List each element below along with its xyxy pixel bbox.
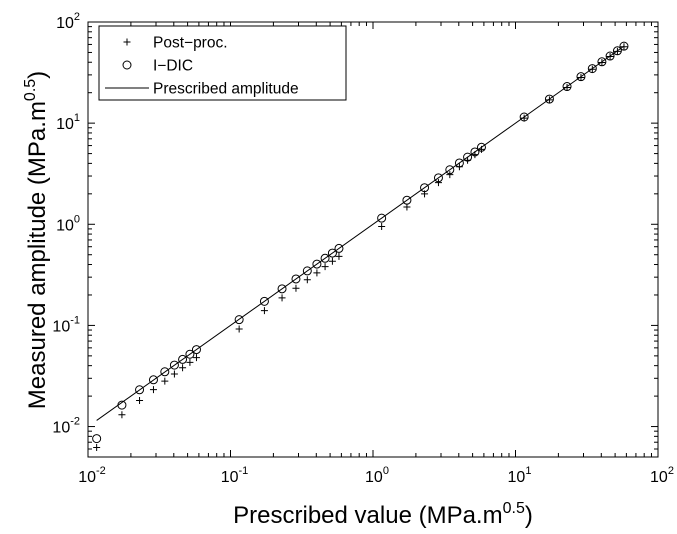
post-proc-point	[278, 294, 286, 302]
x-tick-label: 10-2	[78, 465, 106, 486]
idic-point	[402, 195, 412, 205]
post-proc-point	[170, 370, 178, 378]
idic-point	[160, 367, 170, 377]
post-proc-point	[606, 52, 614, 60]
post-proc-point	[620, 43, 628, 51]
post-proc-point	[598, 58, 606, 66]
idic-point	[377, 213, 387, 223]
idic-point	[135, 385, 145, 395]
idic-point	[420, 183, 430, 193]
post-proc-point	[136, 396, 144, 404]
x-tick-label: 10-1	[221, 465, 249, 486]
idic-point	[463, 152, 473, 162]
y-tick-label: 10-2	[52, 416, 80, 437]
idic-point	[619, 41, 629, 51]
post-proc-point	[192, 354, 200, 362]
post-proc-point	[321, 263, 329, 271]
post-proc-point	[235, 325, 243, 333]
idic-point	[148, 375, 158, 385]
idic-point	[302, 266, 312, 276]
idic-point	[470, 147, 480, 157]
post-proc-point	[149, 386, 157, 394]
idic-point	[605, 51, 615, 61]
idic-point	[320, 253, 330, 263]
idic-point	[612, 46, 622, 56]
tick-labels: 10-2 10-1 100 101 102 10-2 10-1 100 101 102	[52, 11, 674, 486]
idic-point	[291, 274, 301, 284]
post-proc-point	[118, 411, 126, 419]
y-axis-label: Measured amplitude (MPa.m0.5)	[22, 71, 51, 409]
idic-point	[92, 434, 102, 444]
prescribed-line	[96, 45, 625, 421]
y-tick-label: 102	[56, 11, 80, 32]
post-proc-point	[403, 203, 411, 211]
idic-point	[277, 284, 287, 294]
post-proc-point	[434, 179, 442, 187]
idic-point	[259, 296, 269, 306]
x-axis-label: Prescribed value (MPa.m0.5)	[233, 500, 533, 529]
idic-point	[312, 259, 322, 269]
x-tick-label: 102	[650, 465, 674, 486]
idic-point	[185, 349, 195, 359]
axis-ticks	[87, 22, 658, 458]
idic-point	[445, 165, 455, 175]
idic-point	[169, 360, 179, 370]
post-proc-point	[588, 65, 596, 73]
idic-point	[597, 57, 607, 67]
post-proc-point	[563, 84, 571, 92]
idic-point	[327, 248, 337, 258]
legend-label: Prescribed amplitude	[153, 81, 299, 98]
x-tick-label: 101	[508, 465, 532, 486]
post-proc-point	[471, 151, 479, 159]
legend-label: Post−proc.	[153, 35, 228, 52]
post-proc-point	[303, 276, 311, 284]
legend-plus-marker	[123, 38, 131, 46]
legend-circle-marker	[122, 60, 132, 70]
x-tick-label: 100	[365, 465, 389, 486]
post-proc-point	[292, 284, 300, 292]
post-proc-point	[328, 257, 336, 265]
data-layer	[92, 41, 629, 452]
idic-point	[117, 400, 127, 410]
idic-point	[476, 142, 486, 152]
idic-point	[334, 243, 344, 253]
post-proc-point	[520, 114, 528, 122]
legend: Post−proc. I−DIC Prescribed amplitude	[98, 25, 347, 101]
post-proc-point	[93, 444, 101, 452]
post-proc-point	[186, 358, 194, 366]
post-proc-point	[313, 269, 321, 277]
post-proc-point	[161, 377, 169, 385]
post-proc-point	[378, 223, 386, 231]
post-proc-point	[260, 307, 268, 315]
idic-point	[454, 158, 464, 168]
idic-point	[544, 94, 554, 104]
idic-point	[191, 345, 201, 355]
y-tick-label: 100	[56, 213, 80, 234]
idic-point	[234, 315, 244, 325]
idic-point	[178, 354, 188, 364]
post-proc-point	[179, 364, 187, 372]
y-tick-label: 10-1	[52, 314, 80, 335]
idic-point	[587, 64, 597, 74]
idic-point	[433, 173, 443, 183]
y-tick-label: 101	[56, 112, 80, 133]
post-proc-point	[577, 73, 585, 81]
post-proc-point	[335, 252, 343, 260]
legend-label: I−DIC	[153, 58, 193, 75]
idic-point	[519, 112, 529, 122]
post-proc-point	[446, 171, 454, 179]
idic-point	[562, 82, 572, 92]
post-proc-point	[545, 96, 553, 104]
idic-point	[576, 72, 586, 82]
post-proc-point	[613, 47, 621, 55]
